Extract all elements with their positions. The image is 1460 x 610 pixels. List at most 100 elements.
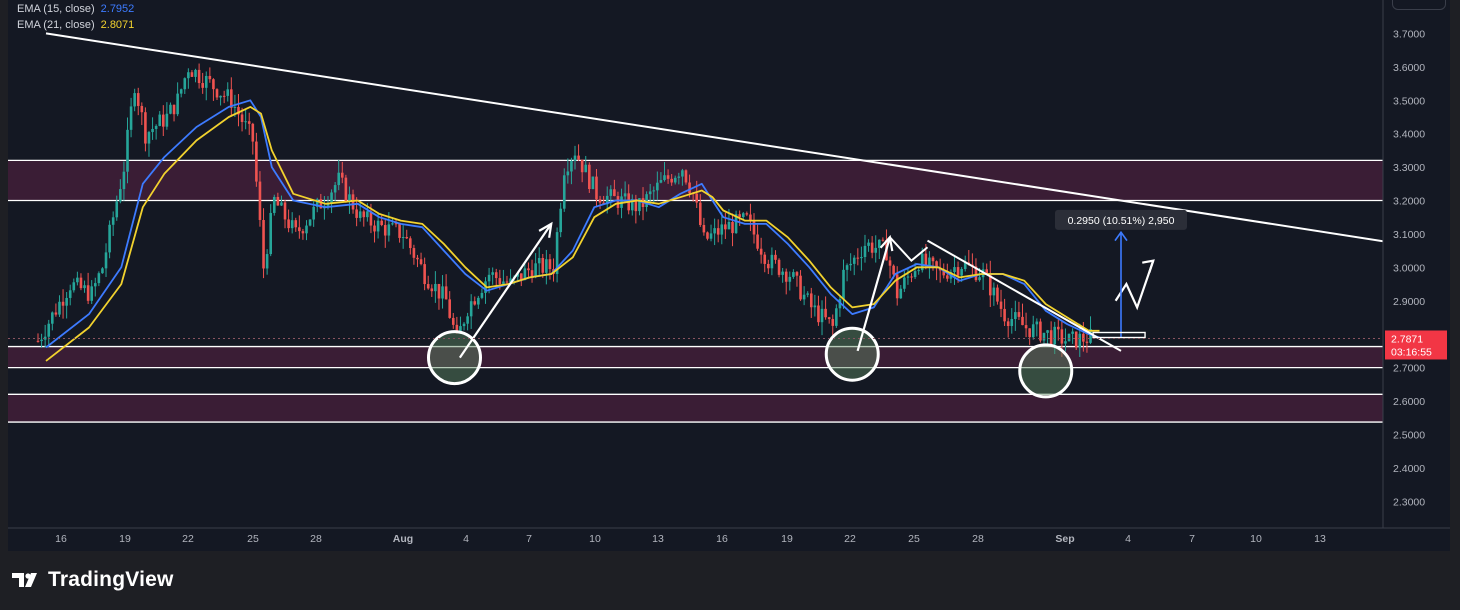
candle-body xyxy=(924,253,928,266)
candle-body xyxy=(498,278,502,284)
bounce-arrow xyxy=(889,236,929,263)
candle-body xyxy=(319,199,323,209)
x-tick-label: 28 xyxy=(972,533,984,545)
candle-body xyxy=(1071,331,1074,334)
candle-body xyxy=(1046,330,1049,333)
candle-body xyxy=(469,301,473,317)
x-tick-label: 22 xyxy=(844,533,856,545)
candle-body xyxy=(423,264,426,285)
candle-body xyxy=(76,277,79,283)
price-chart[interactable]: 0.2950 (10.51%) 2,950 3.7000 3.6000 3.5000 3… xyxy=(8,0,1450,551)
candle-body xyxy=(756,234,759,249)
candle-body xyxy=(1057,326,1060,330)
candle-body xyxy=(355,209,358,218)
candle-body xyxy=(387,224,391,236)
y-tick-label: 3.4000 xyxy=(1393,129,1425,141)
candle-body xyxy=(391,223,394,225)
candle-body xyxy=(577,155,580,160)
candle-body xyxy=(83,285,86,289)
candle-body xyxy=(573,155,577,162)
candle-body xyxy=(527,268,530,271)
candle-body xyxy=(784,271,788,282)
candle-body xyxy=(770,254,774,269)
candle-body xyxy=(398,223,401,238)
candle-body xyxy=(541,257,545,273)
candle-body xyxy=(605,195,609,205)
candle-body xyxy=(520,273,523,281)
candle-body xyxy=(115,201,119,218)
candle-body xyxy=(86,285,90,301)
candle-body xyxy=(996,287,999,302)
candle-body xyxy=(301,231,305,234)
highlight-circle xyxy=(1018,343,1074,399)
candle-body xyxy=(695,193,699,203)
y-tick-label: 2.5000 xyxy=(1393,429,1425,441)
candle-body xyxy=(247,121,251,124)
candle-body xyxy=(201,83,204,88)
candle-body xyxy=(97,273,101,284)
candle-body xyxy=(79,277,83,289)
candle-body xyxy=(659,180,663,183)
candle-body xyxy=(759,248,763,255)
candle-body xyxy=(441,286,444,299)
candle-body xyxy=(895,274,899,299)
candle-body xyxy=(394,223,398,225)
candle-body xyxy=(1024,325,1028,329)
candle-body xyxy=(47,323,51,337)
legend-ema21: EMA (21, close) 2.8071 xyxy=(17,19,134,31)
price-label-bg xyxy=(1385,330,1447,360)
x-tick-label: 25 xyxy=(908,533,920,545)
candle-body xyxy=(613,189,616,197)
candle-body xyxy=(648,191,652,195)
candle-body xyxy=(330,192,333,204)
candle-body xyxy=(230,89,233,108)
candle-body xyxy=(555,232,559,274)
candle-body xyxy=(630,199,634,211)
chart-area[interactable]: 0.2950 (10.51%) 2,950 3.7000 3.6000 3.5000 3… xyxy=(8,0,1450,551)
candle-body xyxy=(444,286,448,300)
candle-body xyxy=(1089,329,1092,343)
candle-body xyxy=(369,211,373,226)
candle-body xyxy=(892,265,895,275)
candle-body xyxy=(767,263,770,269)
candle-body xyxy=(881,239,885,241)
candle-body xyxy=(656,182,659,191)
x-tick-label: 22 xyxy=(182,533,194,545)
candle-body xyxy=(1014,312,1017,320)
x-tick-label: 13 xyxy=(1314,533,1326,545)
highlight-circle xyxy=(824,326,880,382)
y-tick-label: 3.2000 xyxy=(1393,196,1425,208)
candle-body xyxy=(1035,321,1039,325)
candle-body xyxy=(1060,329,1064,344)
candle-body xyxy=(233,106,237,108)
candle-body xyxy=(280,202,283,206)
candle-body xyxy=(566,171,570,176)
candle-body xyxy=(831,319,835,326)
candle-body xyxy=(681,170,684,177)
candle-body xyxy=(383,225,387,236)
candle-body xyxy=(906,276,910,278)
candle-body xyxy=(129,106,133,130)
candle-body xyxy=(903,277,906,289)
chart-control-button[interactable] xyxy=(1392,0,1446,10)
candle-body xyxy=(251,123,255,142)
x-tick-label: 10 xyxy=(589,533,601,545)
candle-body xyxy=(799,275,802,300)
candle-body xyxy=(287,219,290,229)
candle-body xyxy=(147,132,151,144)
candle-body xyxy=(1017,312,1021,317)
candle-body xyxy=(595,176,598,200)
candle-body xyxy=(61,301,65,306)
candle-body xyxy=(852,257,856,264)
candle-body xyxy=(562,175,566,209)
candle-body xyxy=(920,253,924,271)
candle-body xyxy=(910,276,913,278)
y-tick-label: 3.6000 xyxy=(1393,62,1425,74)
candle-body xyxy=(265,254,269,269)
candle-body xyxy=(509,278,512,283)
x-tick-label: 7 xyxy=(526,533,532,545)
tradingview-logo[interactable]: TradingView xyxy=(12,568,174,592)
candle-body xyxy=(480,292,484,298)
candle-body xyxy=(652,190,656,192)
candle-body xyxy=(491,272,494,275)
